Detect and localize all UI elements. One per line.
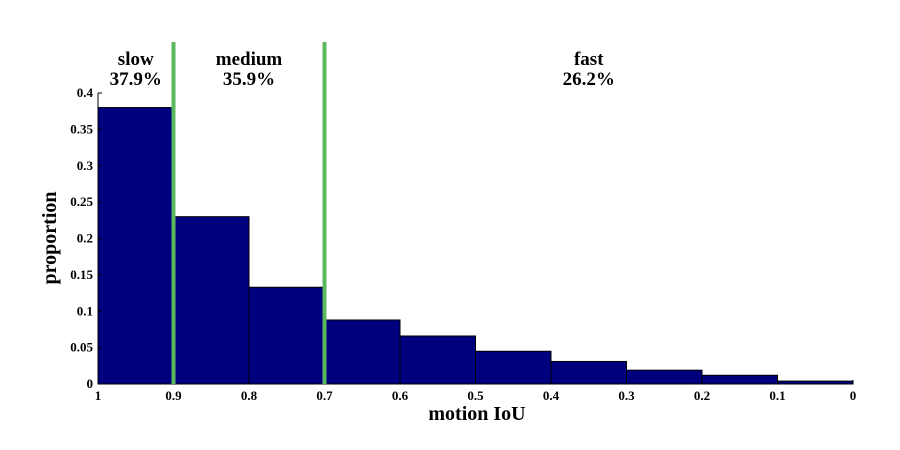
region-name: medium [216,49,283,70]
histogram-bar [701,374,778,385]
y-tick-label: 0.25 [70,194,93,209]
y-tick-label: 0.05 [70,340,93,355]
x-tick-label: 0.1 [769,388,785,403]
y-tick-label: 0.15 [70,267,93,282]
x-tick-label: 0.5 [467,388,484,403]
x-tick-label: 0.6 [392,388,409,403]
region-percent: 35.9% [223,69,275,90]
region-name: slow [118,49,154,70]
region-percent: 26.2% [563,69,615,90]
y-tick-label: 0.3 [77,158,94,173]
ticks-group: 1 0.9 0.8 0.7 0.6 0.5 0.4 0.3 0.2 0.1 0 0 0.05 0.1 0.1… [70,85,856,403]
bars-group [97,107,854,385]
y-tick-label: 0 [87,376,94,391]
y-axis-label: proportion [39,192,61,285]
x-tick-label: 0.2 [694,388,710,403]
x-tick-label: 0 [850,388,857,403]
region-name: fast [574,49,604,70]
histogram-bar [173,216,250,385]
x-tick-label: 0.8 [241,388,258,403]
threshold-lines [171,42,327,384]
region-percent: 37.9% [110,69,162,90]
x-tick-label: 0.3 [618,388,635,403]
histogram-bar [248,286,325,385]
y-tick-label: 0.1 [77,303,93,318]
y-tick-label: 0.2 [77,231,93,246]
y-tick-label: 0.4 [77,85,94,100]
x-tick-label: 0.9 [165,388,182,403]
y-tick-label: 0.35 [70,121,93,136]
x-tick-label: 0.7 [316,388,333,403]
histogram-bar [626,369,703,385]
histogram-bar [475,350,552,385]
histogram-bar [399,335,476,385]
x-tick-label: 1 [95,388,102,403]
histogram-bar [97,107,174,385]
x-axis-label: motion IoU [428,403,525,425]
histogram-bar [324,319,401,385]
histogram-bar [550,360,627,385]
x-tick-label: 0.4 [543,388,560,403]
